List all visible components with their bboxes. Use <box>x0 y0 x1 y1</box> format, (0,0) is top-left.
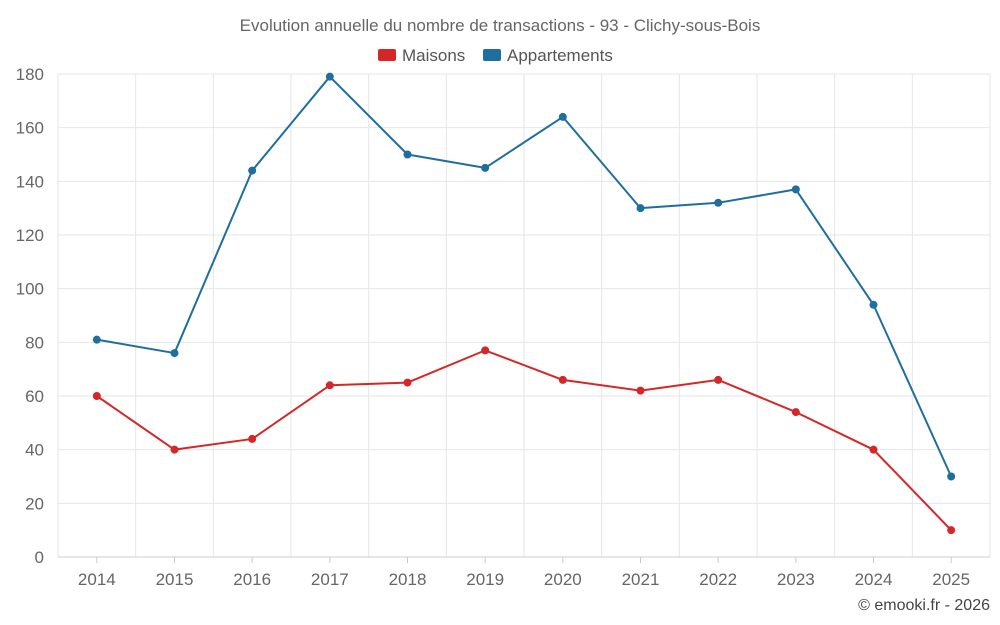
data-point-appartements[interactable] <box>170 349 179 358</box>
series-line-maisons <box>96 349 952 531</box>
x-tick-label: 2014 <box>78 570 116 589</box>
data-point-maisons[interactable] <box>403 378 412 387</box>
legend-label-maisons[interactable]: Maisons <box>402 46 465 65</box>
series-layer <box>92 72 956 535</box>
x-tick-label: 2021 <box>622 570 660 589</box>
legend: Maisons Appartements <box>378 46 613 65</box>
x-tick-label: 2017 <box>311 570 349 589</box>
data-point-appartements[interactable] <box>325 72 334 81</box>
data-point-maisons[interactable] <box>869 445 878 454</box>
data-point-appartements[interactable] <box>714 198 723 207</box>
data-point-appartements[interactable] <box>403 150 412 159</box>
legend-swatch-maisons <box>378 49 396 61</box>
legend-label-appartements[interactable]: Appartements <box>507 46 613 65</box>
y-tick-label: 180 <box>16 65 44 84</box>
legend-swatch-appartements <box>483 49 501 61</box>
y-axis: 0 20 40 60 80 100 120 140 160 180 <box>16 65 44 567</box>
data-point-maisons[interactable] <box>481 346 490 355</box>
x-tick-label: 2019 <box>466 570 504 589</box>
x-tick-label: 2024 <box>855 570 893 589</box>
x-tick-label: 2016 <box>233 570 271 589</box>
x-tick-label: 2018 <box>389 570 427 589</box>
x-axis: 2014 2015 2016 2017 2018 2019 2020 2021 2022 2023… <box>58 556 990 589</box>
series-maisons <box>92 346 956 535</box>
x-tick-label: 2025 <box>932 570 970 589</box>
data-point-maisons[interactable] <box>947 526 956 535</box>
data-point-maisons[interactable] <box>170 445 179 454</box>
data-point-appartements[interactable] <box>791 185 800 194</box>
data-point-maisons[interactable] <box>248 434 257 443</box>
chart-title: Evolution annuelle du nombre de transact… <box>240 16 761 35</box>
data-point-maisons[interactable] <box>558 375 567 384</box>
x-tick-label: 2023 <box>777 570 815 589</box>
x-tick-label: 2022 <box>699 570 737 589</box>
series-appartements <box>92 72 956 481</box>
x-tick-label: 2015 <box>156 570 194 589</box>
data-point-maisons[interactable] <box>714 375 723 384</box>
y-tick-label: 40 <box>25 441 44 460</box>
series-line-appartements <box>96 75 953 477</box>
y-tick-label: 20 <box>25 494 44 513</box>
data-point-appartements[interactable] <box>92 335 101 344</box>
y-tick-label: 140 <box>16 172 44 191</box>
data-point-appartements[interactable] <box>248 166 257 175</box>
grid <box>57 73 991 557</box>
data-point-appartements[interactable] <box>558 112 567 121</box>
data-point-appartements[interactable] <box>947 472 956 481</box>
y-tick-label: 160 <box>16 119 44 138</box>
data-point-maisons[interactable] <box>636 386 645 395</box>
y-tick-label: 60 <box>25 387 44 406</box>
y-tick-label: 80 <box>25 333 44 352</box>
data-point-maisons[interactable] <box>791 408 800 417</box>
y-tick-label: 120 <box>16 226 44 245</box>
data-point-appartements[interactable] <box>481 163 490 172</box>
data-point-maisons[interactable] <box>92 392 101 400</box>
data-point-appartements[interactable] <box>636 204 645 213</box>
data-point-maisons[interactable] <box>325 381 334 390</box>
credit-text: © emooki.fr - 2026 <box>858 597 990 614</box>
y-tick-label: 0 <box>35 548 44 567</box>
data-point-appartements[interactable] <box>869 300 878 309</box>
x-tick-label: 2020 <box>544 570 582 589</box>
y-tick-label: 100 <box>16 280 44 299</box>
